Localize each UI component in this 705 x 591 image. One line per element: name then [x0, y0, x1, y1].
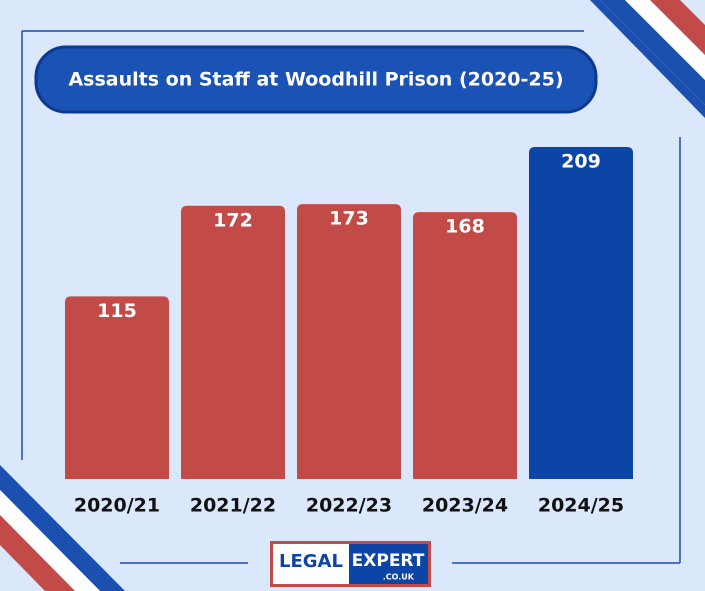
bar	[529, 147, 633, 479]
bar	[181, 205, 285, 479]
x-tick-label: 2020/21	[74, 495, 160, 517]
logo-left-box	[273, 544, 349, 584]
title-pill	[34, 45, 598, 114]
value-label: 168	[445, 216, 485, 238]
bar	[413, 212, 517, 479]
x-tick-label: 2022/23	[306, 495, 392, 517]
chart-title: Assaults on Staff at Woodhill Prison (20…	[68, 69, 563, 91]
logo: LEGAL EXPERT .CO.UK	[270, 541, 431, 587]
value-label: 172	[213, 209, 253, 231]
bar	[297, 204, 401, 480]
value-label: 173	[329, 208, 369, 230]
x-tick-label: 2021/22	[190, 495, 276, 517]
corner-stripes-bottom	[0, 465, 125, 591]
value-label: 209	[561, 151, 601, 173]
logo-right: EXPERT	[352, 551, 425, 571]
x-tick-label: 2024/25	[538, 495, 624, 517]
frame	[21, 30, 681, 564]
x-tick-label: 2023/24	[422, 495, 508, 517]
value-label: 115	[97, 300, 137, 322]
logo-sub: .CO.UK	[383, 573, 415, 582]
logo-left: LEGAL	[279, 551, 343, 572]
corner-stripes-top	[590, 0, 705, 118]
bar	[65, 296, 169, 479]
logo-right-box	[349, 544, 428, 584]
